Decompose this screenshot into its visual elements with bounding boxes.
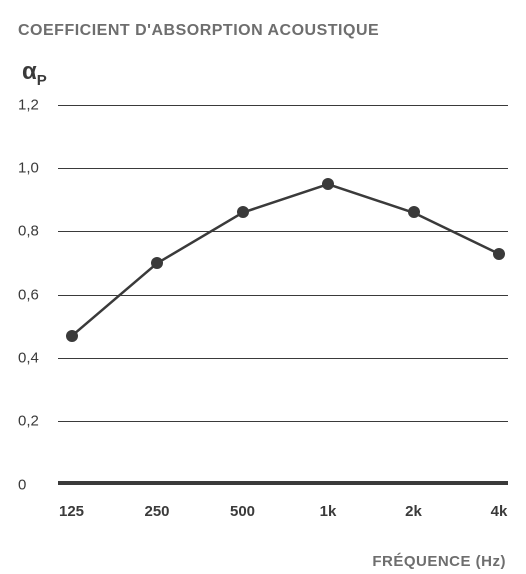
x-tick-label: 250 <box>144 503 169 520</box>
gridline <box>58 295 508 296</box>
gridline <box>58 421 508 422</box>
baseline <box>58 481 508 485</box>
x-tick-label: 4k <box>491 503 508 520</box>
data-point <box>237 206 249 218</box>
y-tick-label: 1,0 <box>18 160 50 177</box>
data-point <box>322 178 334 190</box>
gridline <box>58 105 508 106</box>
data-point <box>408 206 420 218</box>
x-axis-label: FRÉQUENCE (Hz) <box>18 553 508 570</box>
y-axis-label: αP <box>22 58 508 89</box>
data-point <box>493 248 505 260</box>
gridline <box>58 168 508 169</box>
plot-region <box>58 105 508 485</box>
data-point <box>66 330 78 342</box>
y-tick-label: 1,2 <box>18 96 50 113</box>
y-axis-subscript: P <box>37 72 47 89</box>
y-tick-label: 0,2 <box>18 413 50 430</box>
x-tick-label: 125 <box>59 503 84 520</box>
gridline <box>58 231 508 232</box>
gridline <box>58 358 508 359</box>
x-tick-row: 125 250 500 1k 2k 4k <box>58 503 508 527</box>
y-tick-label: 0 <box>18 476 50 493</box>
x-tick-label: 2k <box>405 503 422 520</box>
x-tick-label: 500 <box>230 503 255 520</box>
y-axis-symbol: α <box>22 58 37 85</box>
y-tick-label: 0,6 <box>18 286 50 303</box>
series-line <box>72 184 500 336</box>
x-tick-label: 1k <box>320 503 337 520</box>
chart-title: COEFFICIENT D'ABSORPTION ACOUSTIQUE <box>18 22 508 40</box>
chart-area: 00,20,40,60,81,01,2 <box>18 105 508 485</box>
y-tick-label: 0,8 <box>18 223 50 240</box>
y-tick-label: 0,4 <box>18 350 50 367</box>
